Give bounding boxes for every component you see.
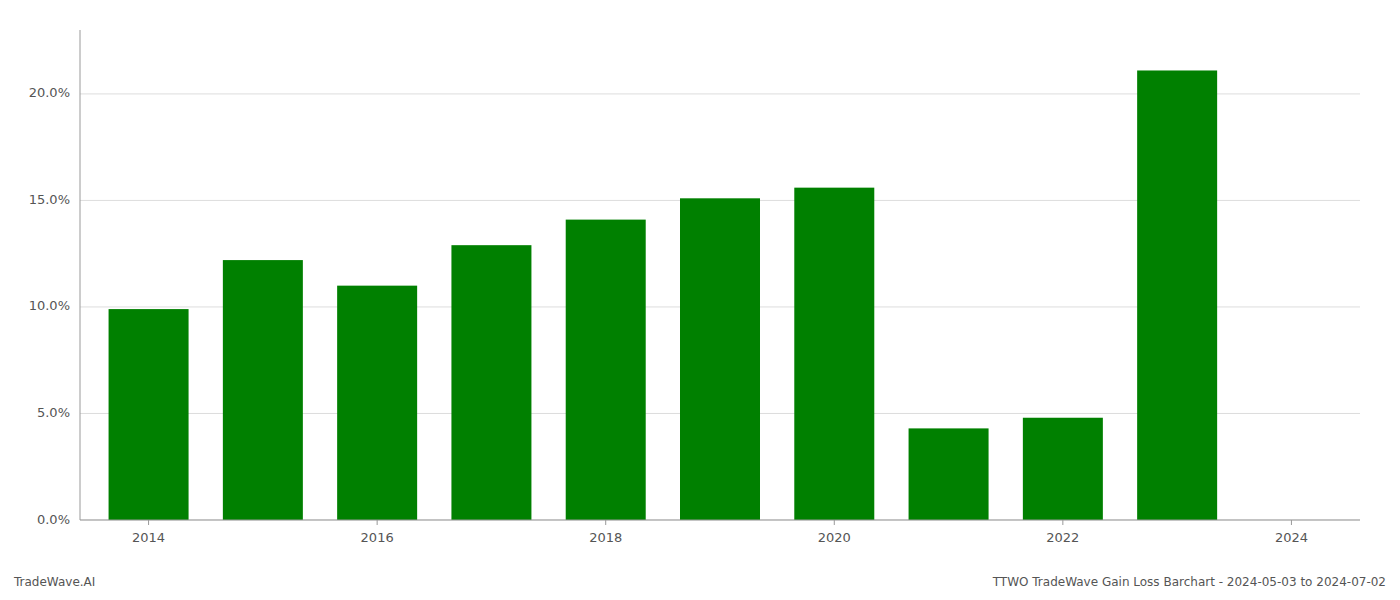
grid-line <box>80 520 1360 521</box>
x-tick-label: 2024 <box>1275 530 1308 545</box>
bars <box>109 70 1218 520</box>
x-tick-label: 2014 <box>132 530 165 545</box>
x-tick-label: 2022 <box>1046 530 1079 545</box>
x-tick <box>148 520 149 525</box>
x-tick-labels: 2014 2016 2018 2020 2022 2024 <box>132 530 1308 545</box>
x-tick <box>377 520 378 525</box>
y-tick-label: 10.0% <box>29 298 70 313</box>
y-tick-labels: 0.0% 5.0% 10.0% 15.0% 20.0% <box>29 85 70 526</box>
bar <box>451 245 531 520</box>
y-tick-label: 15.0% <box>29 192 70 207</box>
bar <box>909 428 989 520</box>
x-tick-label: 2018 <box>589 530 622 545</box>
x-tick <box>834 520 835 525</box>
x-tick <box>1062 520 1063 525</box>
bar <box>223 260 303 520</box>
bar <box>566 220 646 520</box>
y-tick-label: 0.0% <box>37 512 70 527</box>
bar <box>1023 418 1103 520</box>
y-tick-label: 5.0% <box>37 405 70 420</box>
y-axis-line <box>80 30 81 520</box>
bar <box>680 198 760 520</box>
x-tick-label: 2020 <box>818 530 851 545</box>
x-tick <box>605 520 606 525</box>
x-axis-line <box>80 520 1360 521</box>
y-tick-label: 20.0% <box>29 85 70 100</box>
footer-text: TTWO TradeWave Gain Loss Barchart - 2024… <box>992 575 1386 589</box>
bar <box>1137 70 1217 520</box>
chart-container: 0.0%5.0%10.0%15.0%20.0%20142016201820202… <box>0 0 1400 600</box>
chart-svg: 0.0%5.0%10.0%15.0%20.0%20142016201820202… <box>0 0 1400 600</box>
background <box>0 0 1400 600</box>
bar <box>337 286 417 520</box>
x-tick-label: 2016 <box>361 530 394 545</box>
bar <box>794 188 874 520</box>
bar <box>109 309 189 520</box>
footer-text: TradeWave.AI <box>13 575 95 589</box>
x-tick <box>1291 520 1292 525</box>
